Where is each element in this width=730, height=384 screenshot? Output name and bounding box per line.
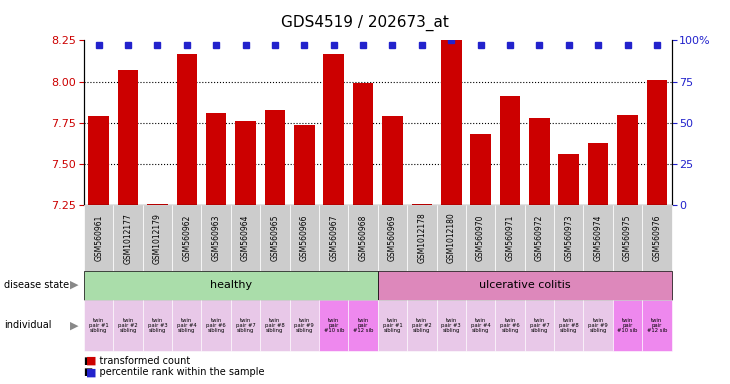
Text: GSM560964: GSM560964: [241, 215, 250, 262]
Bar: [412, 204, 432, 205]
Bar: [294, 124, 315, 205]
Bar: [470, 134, 491, 205]
Text: twin
pair #2
sibling: twin pair #2 sibling: [118, 318, 138, 333]
Text: ■: ■: [86, 367, 96, 377]
Text: twin
pair #7
sibling: twin pair #7 sibling: [529, 318, 549, 333]
Text: GSM560972: GSM560972: [535, 215, 544, 261]
Text: GSM560970: GSM560970: [476, 215, 485, 262]
Text: GSM560963: GSM560963: [212, 215, 220, 262]
Text: individual: individual: [4, 320, 51, 331]
Bar: [206, 113, 226, 205]
Text: GSM1012177: GSM1012177: [123, 213, 133, 263]
Text: twin
pair #6
sibling: twin pair #6 sibling: [207, 318, 226, 333]
Text: twin
pair
#12 sib: twin pair #12 sib: [647, 318, 667, 333]
Bar: [500, 96, 520, 205]
Text: twin
pair #7
sibling: twin pair #7 sibling: [236, 318, 256, 333]
Text: ■  percentile rank within the sample: ■ percentile rank within the sample: [84, 367, 264, 377]
Text: ■  transformed count: ■ transformed count: [84, 356, 191, 366]
Bar: [441, 40, 461, 205]
Text: disease state: disease state: [4, 280, 69, 290]
Bar: [353, 83, 373, 205]
Text: GSM560961: GSM560961: [94, 215, 103, 261]
Text: twin
pair
#10 sib: twin pair #10 sib: [618, 318, 638, 333]
Text: GSM560976: GSM560976: [653, 215, 661, 262]
Bar: [647, 80, 667, 205]
Text: GSM560968: GSM560968: [358, 215, 368, 261]
Text: GSM560962: GSM560962: [182, 215, 191, 261]
Bar: [177, 53, 197, 205]
Text: GSM1012178: GSM1012178: [418, 213, 426, 263]
Text: twin
pair #9
sibling: twin pair #9 sibling: [294, 318, 314, 333]
Text: twin
pair #6
sibling: twin pair #6 sibling: [500, 318, 520, 333]
Bar: [265, 110, 285, 205]
Bar: [88, 116, 109, 205]
Text: healthy: healthy: [210, 280, 252, 290]
Text: GSM560971: GSM560971: [505, 215, 515, 261]
Bar: [118, 70, 138, 205]
Text: twin
pair #1
sibling: twin pair #1 sibling: [383, 318, 402, 333]
Text: twin
pair #1
sibling: twin pair #1 sibling: [89, 318, 109, 333]
Text: twin
pair #4
sibling: twin pair #4 sibling: [177, 318, 196, 333]
Text: GDS4519 / 202673_at: GDS4519 / 202673_at: [281, 15, 449, 31]
Text: twin
pair
#10 sib: twin pair #10 sib: [323, 318, 344, 333]
Bar: [558, 154, 579, 205]
Text: twin
pair #3
sibling: twin pair #3 sibling: [147, 318, 167, 333]
Text: twin
pair #3
sibling: twin pair #3 sibling: [442, 318, 461, 333]
Bar: [383, 116, 403, 205]
Text: GSM560966: GSM560966: [300, 215, 309, 262]
Text: GSM560974: GSM560974: [593, 215, 603, 262]
Text: twin
pair
#12 sib: twin pair #12 sib: [353, 318, 373, 333]
Text: twin
pair #4
sibling: twin pair #4 sibling: [471, 318, 491, 333]
Bar: [235, 121, 255, 205]
Bar: [529, 118, 550, 205]
Bar: [323, 53, 344, 205]
Bar: [618, 114, 638, 205]
Text: GSM1012180: GSM1012180: [447, 213, 456, 263]
Text: ▶: ▶: [69, 320, 78, 331]
Text: GSM1012179: GSM1012179: [153, 213, 162, 263]
Text: GSM560969: GSM560969: [388, 215, 397, 262]
Text: GSM560967: GSM560967: [329, 215, 338, 262]
Bar: [147, 204, 168, 205]
Text: GSM560965: GSM560965: [270, 215, 280, 262]
Text: GSM560975: GSM560975: [623, 215, 632, 262]
Text: ▶: ▶: [69, 280, 78, 290]
Text: twin
pair #9
sibling: twin pair #9 sibling: [588, 318, 608, 333]
Bar: [588, 143, 608, 205]
Text: ■: ■: [86, 356, 96, 366]
Text: twin
pair #8
sibling: twin pair #8 sibling: [559, 318, 579, 333]
Text: twin
pair #8
sibling: twin pair #8 sibling: [265, 318, 285, 333]
Text: GSM560973: GSM560973: [564, 215, 573, 262]
Text: twin
pair #2
sibling: twin pair #2 sibling: [412, 318, 431, 333]
Text: ulcerative colitis: ulcerative colitis: [479, 280, 571, 290]
